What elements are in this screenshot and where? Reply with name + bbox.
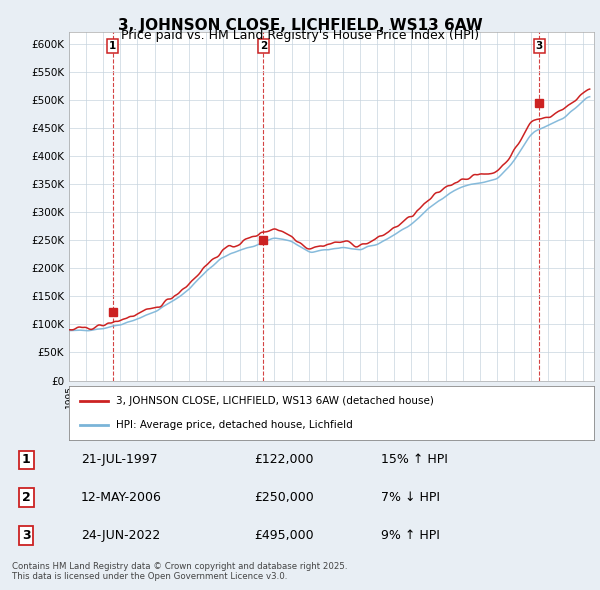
Text: Contains HM Land Registry data © Crown copyright and database right 2025.
This d: Contains HM Land Registry data © Crown c… <box>12 562 347 581</box>
Text: 15% ↑ HPI: 15% ↑ HPI <box>380 453 448 466</box>
Text: 9% ↑ HPI: 9% ↑ HPI <box>380 529 440 542</box>
Text: 2: 2 <box>22 491 31 504</box>
Text: 7% ↓ HPI: 7% ↓ HPI <box>380 491 440 504</box>
Text: 3: 3 <box>536 41 543 51</box>
Text: 21-JUL-1997: 21-JUL-1997 <box>81 453 158 466</box>
Text: 3: 3 <box>22 529 31 542</box>
Text: £250,000: £250,000 <box>254 491 314 504</box>
Text: 3, JOHNSON CLOSE, LICHFIELD, WS13 6AW (detached house): 3, JOHNSON CLOSE, LICHFIELD, WS13 6AW (d… <box>116 396 434 406</box>
Text: 2: 2 <box>260 41 267 51</box>
Text: 3, JOHNSON CLOSE, LICHFIELD, WS13 6AW: 3, JOHNSON CLOSE, LICHFIELD, WS13 6AW <box>118 18 482 32</box>
Text: Price paid vs. HM Land Registry's House Price Index (HPI): Price paid vs. HM Land Registry's House … <box>121 30 479 42</box>
Text: £495,000: £495,000 <box>254 529 314 542</box>
Text: HPI: Average price, detached house, Lichfield: HPI: Average price, detached house, Lich… <box>116 420 353 430</box>
Text: £122,000: £122,000 <box>254 453 313 466</box>
Text: 12-MAY-2006: 12-MAY-2006 <box>81 491 162 504</box>
Text: 1: 1 <box>22 453 31 466</box>
Text: 24-JUN-2022: 24-JUN-2022 <box>81 529 160 542</box>
Text: 1: 1 <box>109 41 116 51</box>
